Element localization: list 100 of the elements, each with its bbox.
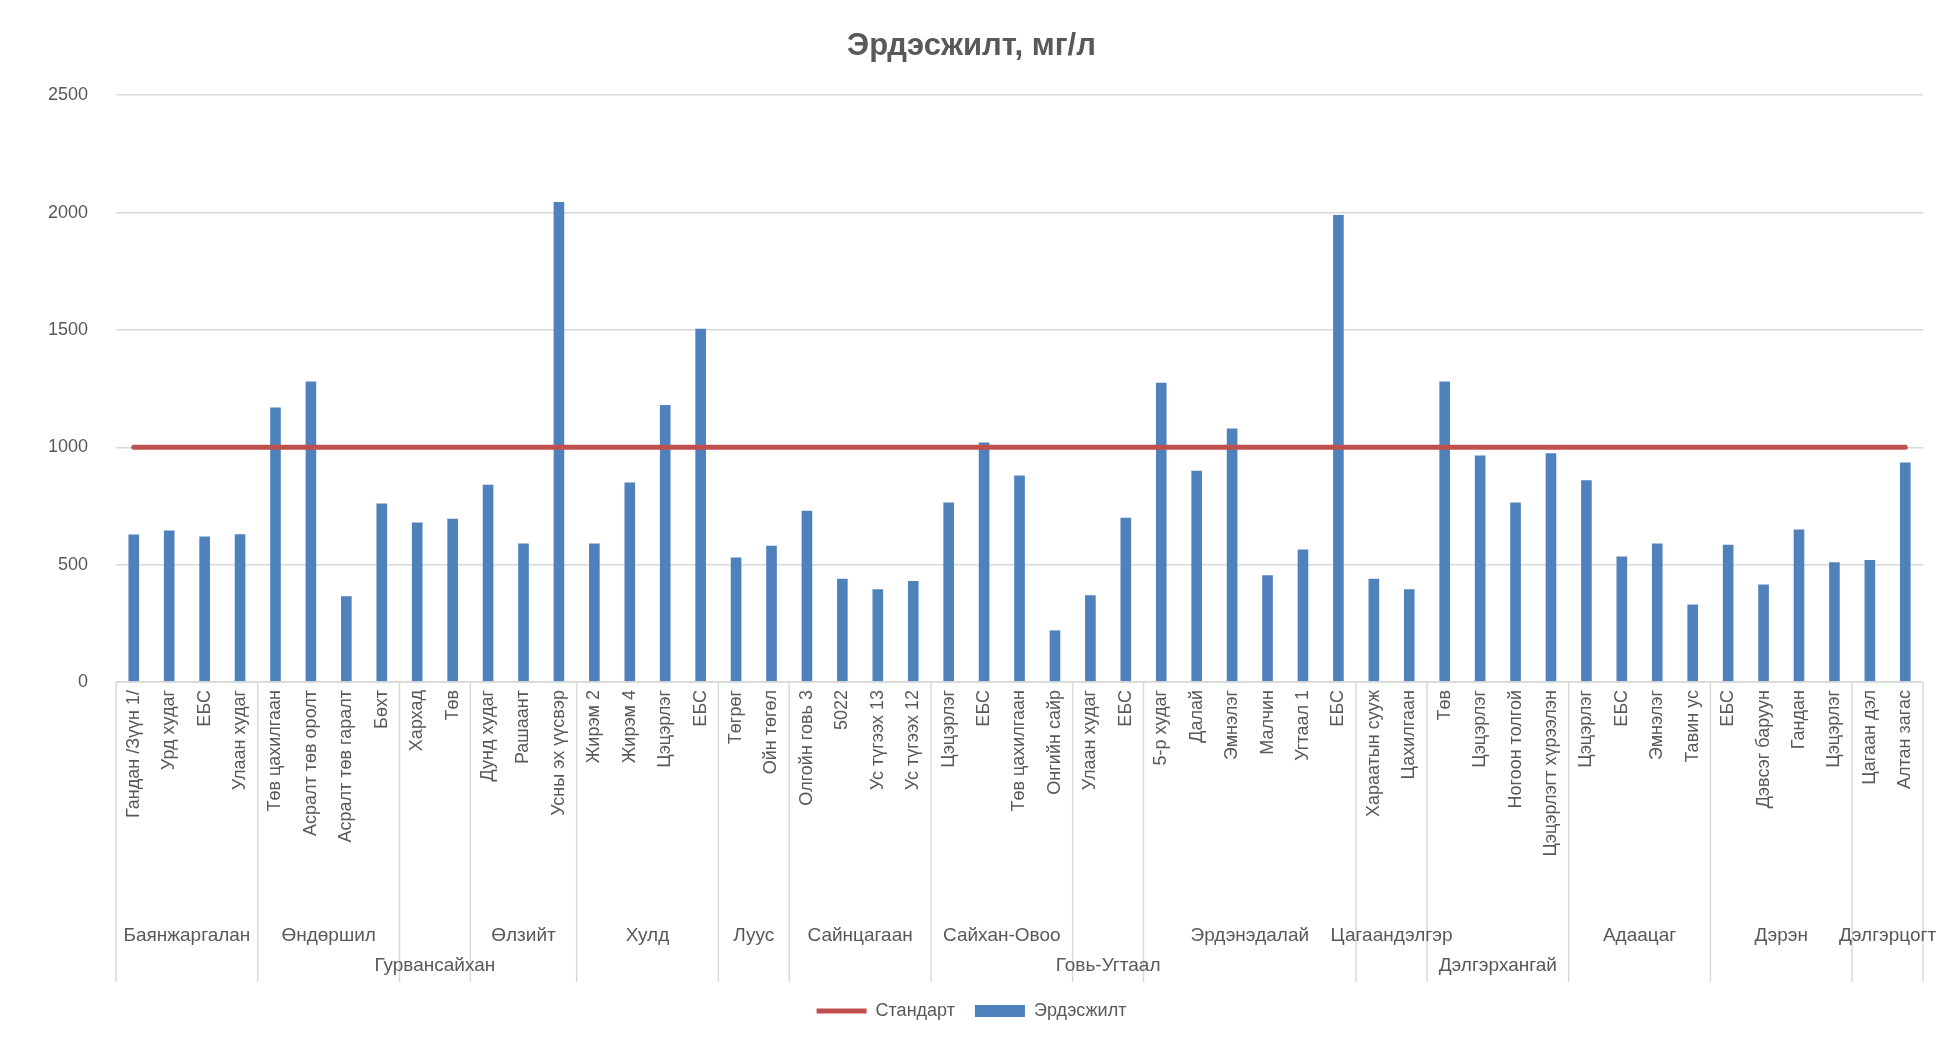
- bar: [553, 202, 565, 682]
- x-tick-label: Цэцэрлэгт хүрээлэн: [1539, 690, 1560, 857]
- bar: [1899, 462, 1911, 682]
- legend-label: Эрдэсжилт: [1033, 999, 1127, 1020]
- x-tick-label: Рашаант: [512, 690, 533, 765]
- x-tick-label: ЕБС: [193, 690, 214, 727]
- x-tick-label: Цэцэрлэг: [1469, 689, 1490, 768]
- y-tick-label: 1500: [48, 318, 89, 339]
- x-tick-label: Цэцэрлэг: [1823, 689, 1844, 768]
- bar: [411, 522, 423, 682]
- text: Адаацаг: [1602, 924, 1677, 946]
- x-tick-label: Асралт төв гаралт: [335, 690, 356, 843]
- bar: [589, 543, 600, 682]
- bar: [234, 534, 246, 682]
- x-tick-label: Гандан: [1787, 690, 1808, 750]
- bar: [1545, 453, 1557, 682]
- x-tick-label: ЕБС: [1114, 690, 1135, 727]
- text: Дэрэн: [1754, 924, 1808, 946]
- x-tick-label: Төв цахилгаан: [264, 690, 285, 812]
- bar: [1439, 381, 1450, 682]
- bar: [1262, 575, 1273, 682]
- x-tick-label: ЕБС: [973, 690, 994, 727]
- bar: [624, 482, 636, 682]
- text: Цагаандэлгэр: [1330, 924, 1453, 946]
- bar: [1651, 543, 1663, 682]
- y-tick-label: 0: [78, 670, 89, 691]
- text: Говь-Угтаал: [1055, 954, 1161, 976]
- x-tick-label: Төв: [1433, 690, 1454, 721]
- x-tick-label: Жирэм 2: [583, 690, 604, 764]
- y-tick-label: 2500: [48, 84, 89, 105]
- y-tick-label: 500: [58, 553, 89, 574]
- x-tick-label: Угтаал 1: [1291, 690, 1312, 761]
- bar: [1722, 544, 1734, 682]
- x-tick-label: Бөхт: [370, 690, 391, 729]
- bar: [1297, 549, 1309, 682]
- bar: [1155, 382, 1167, 682]
- bar: [1758, 584, 1769, 682]
- bar: [730, 557, 742, 682]
- x-tick-label: ЕБС: [1610, 690, 1631, 727]
- bar: [1333, 214, 1344, 682]
- x-tick-label: Онгийн сайр: [1043, 690, 1064, 795]
- bar: [837, 578, 848, 682]
- x-tick-label: Тавин ус: [1681, 690, 1702, 763]
- bar: [1474, 455, 1486, 682]
- x-tick-label: 5-р худаг: [1150, 689, 1171, 766]
- bar: [163, 530, 175, 682]
- bar: [1120, 517, 1132, 682]
- x-tick-label: Урд худаг: [158, 689, 179, 771]
- x-tick-label: Дэвсэг баруун: [1752, 690, 1773, 809]
- x-tick-label: Улаан худаг: [1079, 689, 1100, 791]
- x-tick-label: Ус түгээх 13: [866, 690, 887, 791]
- bar: [376, 503, 388, 682]
- x-tick-label: Цэцэрлэг: [654, 689, 675, 768]
- x-tick-label: Асралт төв оролт: [299, 690, 320, 836]
- bar: [1687, 604, 1699, 682]
- bar: [1864, 559, 1876, 682]
- x-tick-label: 5022: [831, 690, 852, 731]
- x-tick-label: Гандан /Зүүн 1/: [122, 690, 143, 818]
- text: Гурвансайхан: [374, 954, 496, 976]
- x-tick-label: Алтан загас: [1894, 690, 1915, 789]
- bar: [1191, 470, 1202, 682]
- bar: [1049, 630, 1061, 682]
- x-tick-label: Төв: [441, 690, 462, 721]
- bar: [482, 484, 494, 682]
- bar: [1793, 529, 1805, 682]
- x-tick-label: Хараатын сууж: [1362, 690, 1383, 818]
- x-tick-label: Цэцэрлэг: [937, 689, 958, 768]
- bar: [128, 534, 140, 682]
- x-tick-label: Дунд худаг: [477, 689, 498, 782]
- text: Өндөршил: [281, 924, 376, 946]
- bar: [199, 536, 210, 682]
- text: Дэлгэрцогт: [1838, 924, 1937, 946]
- x-tick-label: Ойн төгөл: [760, 690, 781, 775]
- bar: [447, 518, 458, 682]
- x-tick-label: Далай: [1185, 690, 1206, 743]
- x-tick-label: Цахилгаан: [1398, 690, 1419, 780]
- x-tick-label: Усны эх үүсвэр: [547, 690, 568, 816]
- text: Сайнцагаан: [807, 924, 913, 946]
- text: Хулд: [625, 924, 670, 946]
- x-tick-label: Олгойн говь 3: [795, 690, 816, 806]
- bar: [1368, 578, 1380, 682]
- bar: [695, 328, 706, 682]
- text: Луус: [733, 924, 775, 946]
- x-tick-label: Жирэм 4: [618, 690, 639, 764]
- x-tick-label: ЕБС: [1717, 690, 1738, 727]
- text: Сайхан-Овоо: [943, 924, 1061, 946]
- bar: [518, 543, 529, 682]
- x-tick-label: Эмнэлэг: [1646, 689, 1667, 761]
- x-tick-label: Төгрөг: [725, 689, 746, 745]
- bar: [305, 381, 317, 682]
- x-tick-label: Ус түгээх 12: [902, 690, 923, 791]
- x-tick-label: Ногоон толгой: [1504, 690, 1525, 809]
- chart-title: Эрдэсжилт, мг/л: [847, 27, 1096, 63]
- bar: [659, 405, 671, 682]
- x-tick-label: Малчин: [1256, 690, 1277, 755]
- text: Өлзийт: [491, 924, 557, 946]
- y-tick-label: 2000: [48, 201, 89, 222]
- bar: [1581, 480, 1592, 682]
- bar: [872, 589, 884, 682]
- x-tick-label: ЕБС: [689, 690, 710, 727]
